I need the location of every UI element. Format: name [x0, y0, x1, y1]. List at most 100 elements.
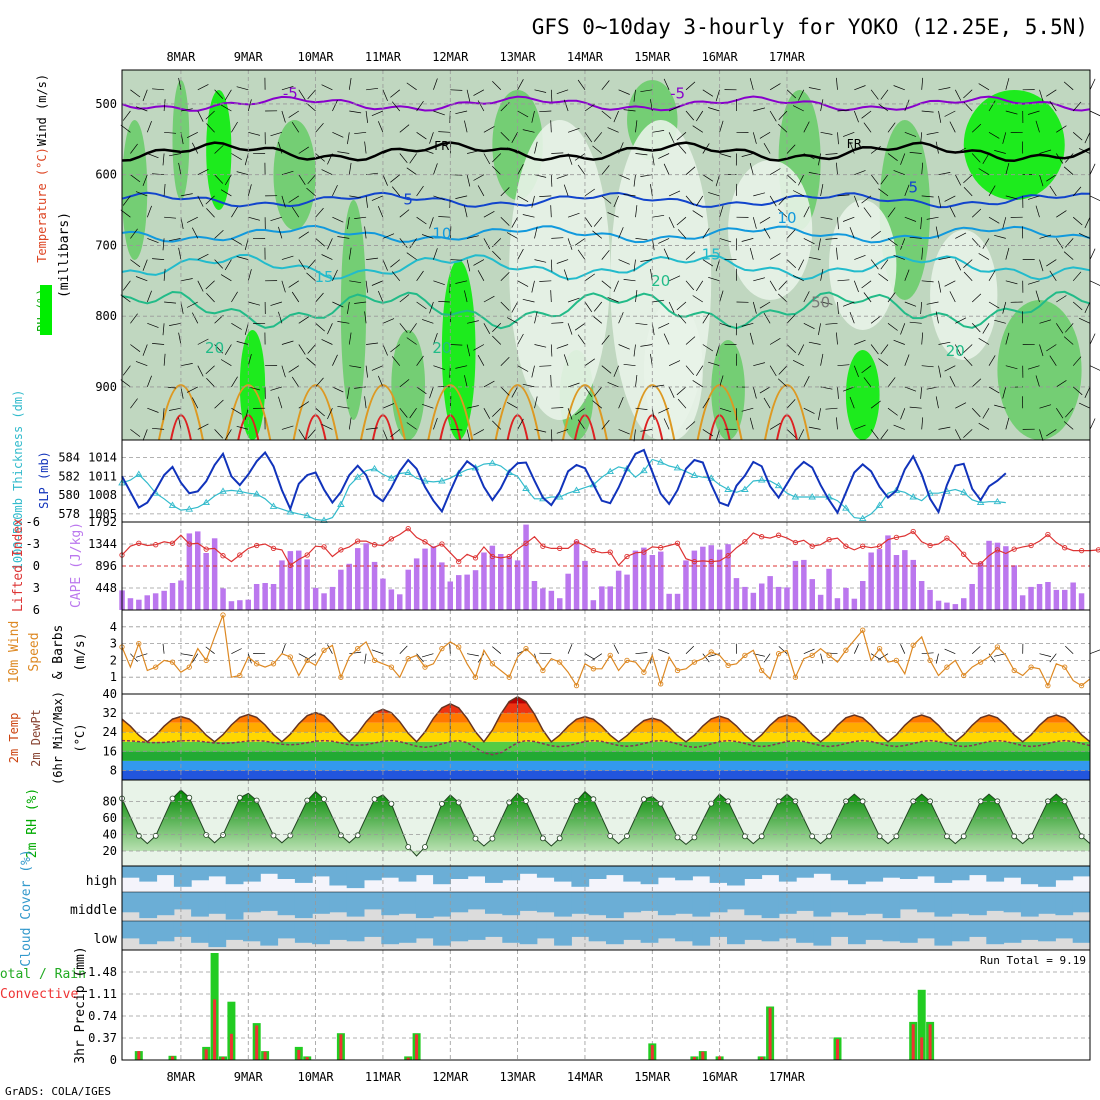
wind-barb-37 [162, 153, 165, 166]
wind-barb-973 [1089, 163, 1096, 175]
wind-barb-749 [861, 110, 872, 119]
wind-barb-474 [574, 407, 586, 416]
lifted-tick-3: 3 [33, 581, 40, 595]
top-date-17MAR: 17MAR [769, 50, 806, 64]
cape-ylabel: CAPE (J/kg) [69, 522, 84, 608]
wind-barb-451 [563, 269, 569, 281]
rh-point-42 [472, 835, 479, 842]
wind-barb-969 [1089, 78, 1096, 90]
wind-barb-527 [640, 89, 653, 93]
cape-bar-6 [169, 583, 176, 610]
wind-barb-717 [825, 153, 838, 155]
wind-barb-920 [1035, 120, 1040, 133]
wind-barb-850 [963, 89, 973, 99]
thickness-point-14 [236, 487, 244, 494]
wind-barb-563 [676, 132, 687, 141]
slp-tick-1014: 1014 [88, 451, 117, 465]
isotherm-5 [121, 191, 1091, 209]
wind-barb-105 [231, 153, 242, 160]
wind-barb-796 [904, 386, 917, 392]
rh-point-48 [523, 798, 529, 804]
cloud-high-29 [623, 866, 642, 882]
top-date-15MAR: 15MAR [634, 50, 671, 64]
cloud-high-25 [554, 866, 572, 882]
wind-barb-767 [887, 122, 896, 133]
wind-barb-529 [652, 130, 665, 133]
wind-barb-524 [635, 374, 638, 387]
cloud-low-45 [899, 921, 918, 943]
wind-barb-164 [278, 311, 283, 324]
wind-barb-809 [920, 301, 923, 315]
wind-point-112 [1062, 664, 1068, 670]
wind-barb-577 [685, 421, 696, 430]
wind-barb-108 [231, 206, 238, 218]
cloud-low-36 [744, 921, 763, 940]
profile-ytick-500: 500 [95, 97, 117, 111]
wind-barb-112 [231, 291, 238, 303]
rh-point-82 [809, 833, 816, 840]
bottom-date-17MAR: 17MAR [769, 1070, 806, 1084]
wind-barb-565 [685, 166, 696, 175]
wind-barb-181 [298, 316, 309, 324]
wind-barb-13 [122, 365, 131, 376]
lifted-point-28 [355, 538, 361, 544]
cloud-low-30 [640, 921, 659, 943]
cape-bar-10 [203, 553, 209, 610]
wind-barb-790 [893, 254, 905, 260]
wind-barb-657 [763, 312, 771, 324]
cloud-middle-30 [640, 892, 659, 911]
wind-barb-167 [270, 386, 283, 391]
lifted-point-76 [759, 534, 765, 540]
wind-point-78 [775, 651, 782, 657]
wind-barb-747 [854, 424, 866, 430]
wind-barb-166 [281, 365, 286, 378]
wind-barb-815 [921, 417, 924, 430]
wind-barb-929 [1039, 319, 1052, 324]
surface-barb-69 [702, 653, 710, 663]
wind-barb-386 [492, 335, 502, 345]
wind-barb-716 [837, 132, 839, 145]
thickness-point-78 [774, 481, 783, 489]
wind-barb-982 [1089, 365, 1100, 371]
wind-barb-934 [1039, 429, 1044, 442]
wind-barb-925 [1039, 234, 1052, 239]
rh-point-76 [758, 833, 765, 840]
rh-point-2 [135, 832, 142, 839]
wind-barb-854 [963, 174, 973, 184]
thickness-point-2 [135, 470, 143, 477]
cloud-middle-19 [450, 892, 469, 913]
wind-barb-727 [837, 364, 850, 367]
cape-bar-71 [716, 549, 723, 610]
wind-barb-222 [349, 110, 362, 114]
surface-barb-61 [635, 652, 648, 655]
cape-bar-44 [489, 545, 496, 610]
wind-barb-758 [863, 292, 872, 303]
bottom-date-16MAR: 16MAR [702, 1070, 739, 1084]
top-date-13MAR: 13MAR [500, 50, 537, 64]
thickness-point-28 [353, 473, 362, 480]
cape-bar-79 [784, 587, 790, 610]
wind-point-52 [557, 659, 563, 665]
lifted-point-52 [557, 545, 563, 552]
wind-barb-573 [685, 336, 696, 345]
wind-barb-157 [281, 170, 294, 176]
cape-bar-50 [540, 588, 546, 610]
wind-point-20 [287, 654, 293, 660]
wind-barb-79 [191, 312, 199, 324]
wind-barb-309 [421, 149, 434, 154]
wind-barb-528 [650, 99, 653, 112]
wind-barb-118 [224, 429, 232, 440]
wind-barb-28 [147, 322, 159, 328]
wind-barb-503 [607, 297, 619, 303]
rh-point-32 [388, 800, 395, 807]
cape-bar-54 [573, 540, 580, 610]
wind-barb-930 [1039, 344, 1044, 357]
cloud-low-0 [122, 921, 140, 939]
bottom-date-13MAR: 13MAR [500, 1070, 537, 1084]
wind-barb-820 [938, 172, 951, 176]
wind-barb-38 [152, 173, 165, 176]
cloud-low-48 [951, 921, 970, 942]
wind-barb-208 [321, 169, 333, 176]
cloud-middle-49 [969, 892, 987, 916]
wind-barb-659 [769, 365, 777, 377]
